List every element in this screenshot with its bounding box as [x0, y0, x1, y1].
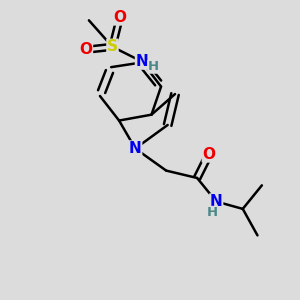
Text: H: H — [206, 206, 218, 219]
Text: O: O — [80, 42, 92, 57]
Text: O: O — [113, 10, 126, 25]
Text: H: H — [148, 60, 159, 74]
Text: N: N — [136, 54, 148, 69]
Text: N: N — [129, 141, 142, 156]
Text: N: N — [210, 194, 223, 209]
Text: S: S — [107, 39, 118, 54]
Text: O: O — [202, 147, 215, 162]
